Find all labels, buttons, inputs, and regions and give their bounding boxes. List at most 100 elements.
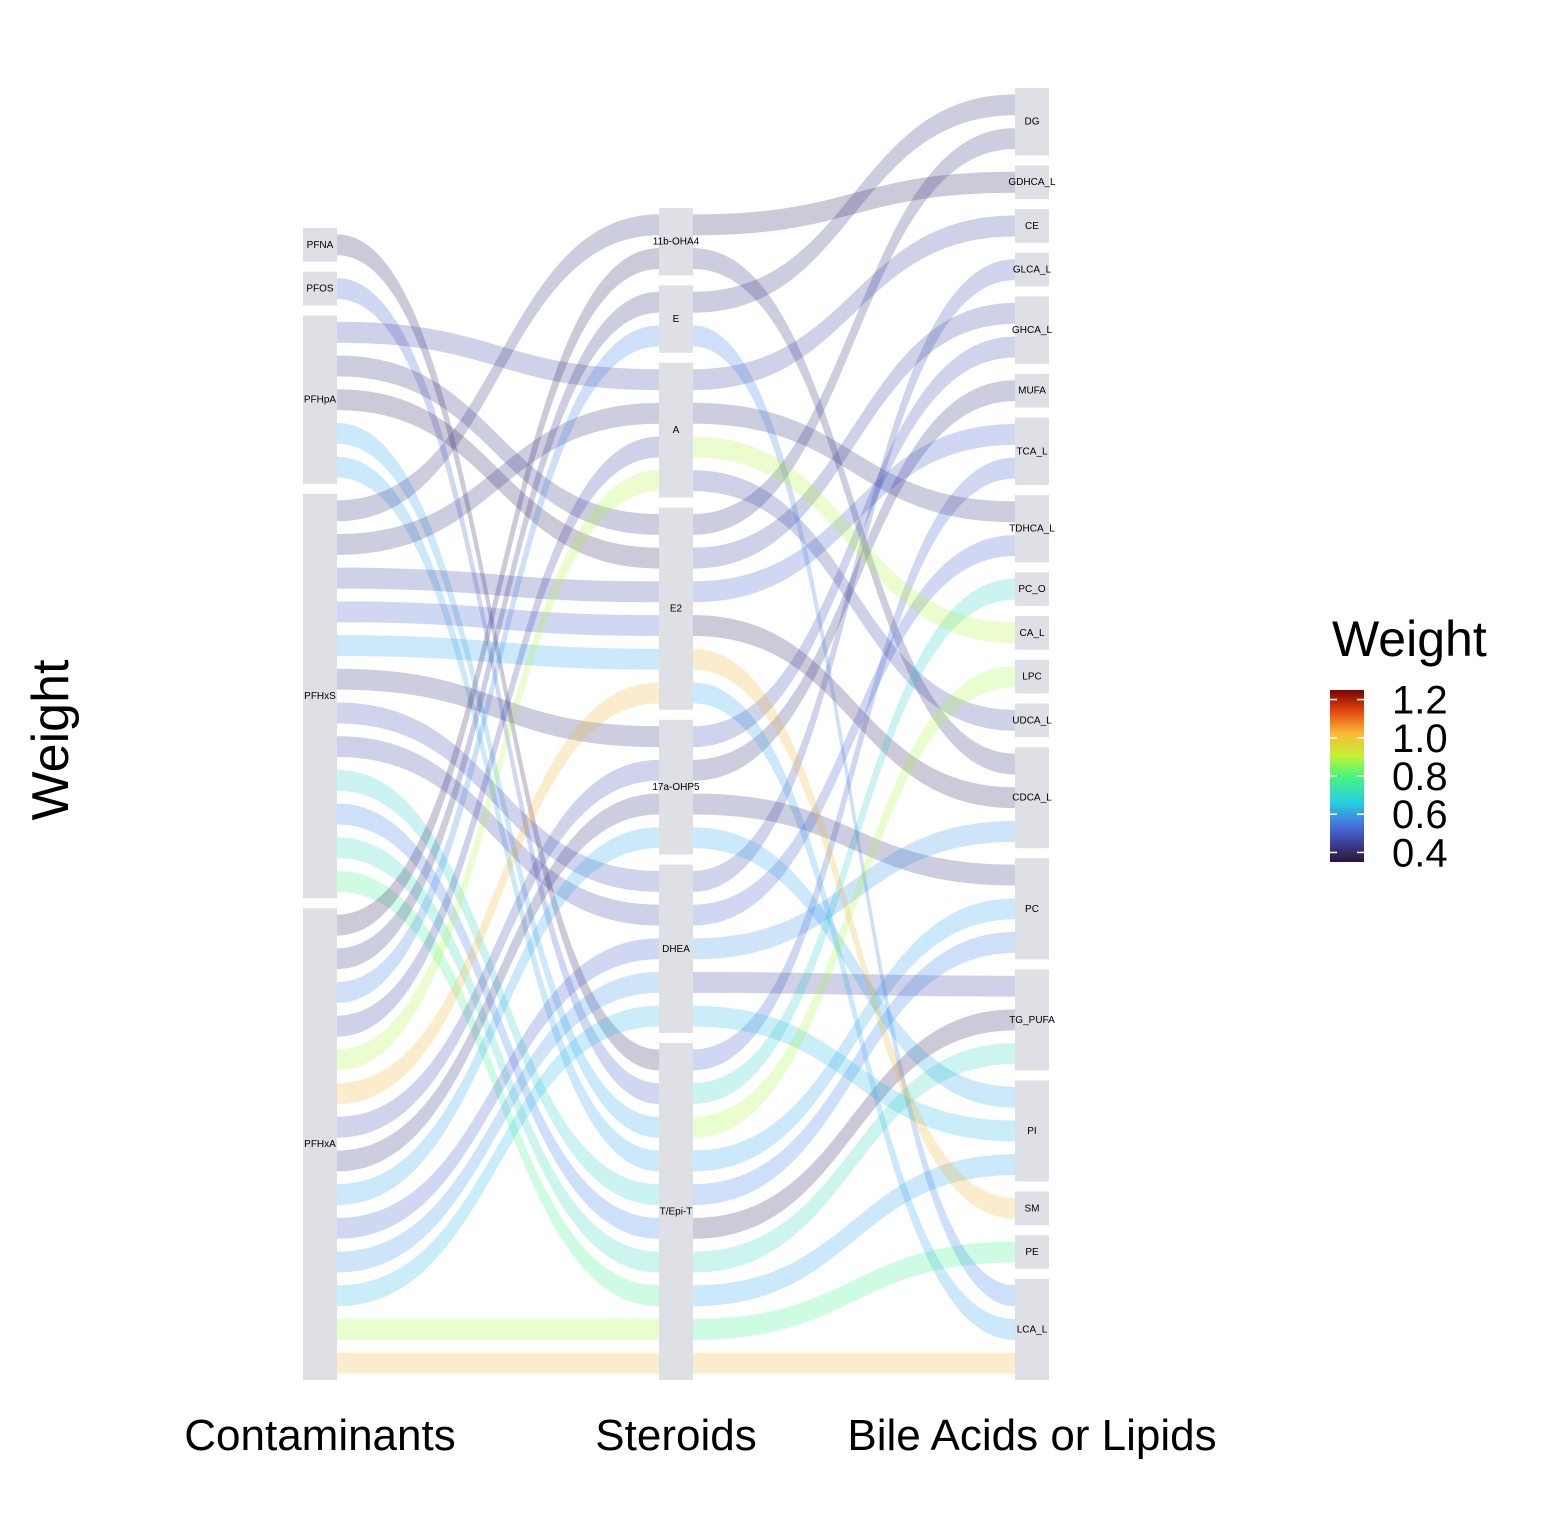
node-a (659, 362, 693, 498)
flow-PFHpA-E2-CDCA_L-b (693, 615, 1015, 809)
node-e (659, 285, 693, 353)
flow-PFHxS-T/Epi-T-TG_PUFA-b (693, 1043, 1015, 1273)
flow-PFHxA-T/Epi-T-LPC-a (337, 1319, 659, 1340)
flow-PFHxS-E2-TCA_L-b (693, 423, 1015, 603)
node-mufa (1015, 373, 1049, 408)
y-axis-label: Weight (22, 659, 80, 820)
flow-PFHxA-E-DG-b (693, 94, 1015, 313)
flow-PFHxS-T/Epi-T-PC-b (693, 932, 1015, 1206)
node-lpc (1015, 659, 1049, 694)
node-label-gdhca-l: GDHCA_L (1008, 177, 1056, 188)
color-legend: Weight 1.21.00.80.60.4 (1330, 611, 1487, 875)
node-label-dg: DG (1025, 117, 1040, 128)
flow-PFHxA-DHEA-PI-b (693, 1005, 1015, 1142)
flow-PFHxA-A-CA_L-a (337, 470, 659, 1071)
flow-PFNA-T/Epi-T-TG_PUFA-a (337, 234, 659, 1071)
legend-tick-label: 1.2 (1392, 679, 1448, 723)
flow-PFHxA-E-LCA_L-a (337, 325, 659, 1003)
flow-PFHpA-T/Epi-T-PI-b (693, 1154, 1015, 1307)
flow-PFHxA-DHEA-PI-a (337, 1005, 659, 1307)
node-e2 (659, 507, 693, 710)
node-pfhxs (303, 493, 337, 899)
node-tca-l (1015, 417, 1049, 485)
node-pfhxa (303, 908, 337, 1380)
flow-PFHpA-T/Epi-T-PC-b (693, 898, 1015, 1172)
nodes-layer: PFNA PFOS PFHpA PFHxS PFHxA 11b-OHA4 E A E2 17a-O… (303, 88, 1056, 1380)
node-label-t-epi-t: T/Epi-T (660, 1207, 693, 1218)
node-tdhca-l (1015, 494, 1049, 563)
node-pfos (303, 271, 337, 306)
flow-PFHxA-T/Epi-T-LCA_L-a (337, 1352, 659, 1374)
node-udca-l (1015, 703, 1049, 738)
node-label-ce: CE (1025, 221, 1039, 232)
flow-PFOS-T/Epi-T-TCA_L-a (337, 278, 659, 1105)
flow-PFNA-T/Epi-T-TG_PUFA-b (693, 1009, 1015, 1239)
node-label-pfhpa: PFHpA (304, 395, 337, 406)
axis-label-bile-acids-or-lipids: Bile Acids or Lipids (847, 1411, 1216, 1460)
node-label-lpc: LPC (1022, 672, 1041, 683)
flow-PFHxA-T/Epi-T-LPC-b (693, 666, 1015, 1138)
node-pfna (303, 228, 337, 262)
node-label-tdhca-l: TDHCA_L (1009, 524, 1055, 535)
node-label-mufa: MUFA (1018, 386, 1046, 397)
node-label-tg-pufa: TG_PUFA (1009, 1015, 1055, 1026)
node-pfhpa (303, 315, 337, 484)
node-ghca-l (1015, 296, 1049, 364)
node-label-pi: PI (1027, 1126, 1036, 1137)
flow-PFHxS-A-TDHCA_L-a (337, 402, 659, 555)
node-label-e: E (673, 314, 680, 325)
node-sm (1015, 1191, 1049, 1226)
flow-PFHxS-E2-LCA_L-b (693, 682, 1015, 1340)
node-label-pc: PC (1025, 904, 1039, 915)
node-label-pe: PE (1025, 1247, 1039, 1258)
flow-PFHxS-11b-OHA4-CDCA_L-b (693, 248, 1015, 775)
node-pi (1015, 1080, 1049, 1182)
flow-PFHxS-E2-TCA_L-a (337, 601, 659, 636)
node-gdhca-l (1015, 165, 1049, 200)
flow-PFHxS-E2-LCA_L-a (337, 635, 659, 670)
flow-PFHxS-T/Epi-T-PE-a (337, 870, 659, 1307)
flow-PFHxA-DHEA-TDHCA_L-b (693, 535, 1015, 926)
flow-PFHxA-E2-SM-a (337, 682, 659, 1105)
node-t-epi-t (659, 1043, 693, 1380)
legend-tick-label: 0.8 (1392, 755, 1448, 799)
flow-PFHxS-11b-OHA4-CDCA_L-a (337, 214, 659, 522)
node-label-pfhxs: PFHxS (304, 691, 336, 702)
node-label-tca-l: TCA_L (1016, 446, 1048, 457)
flow-PFHpA-T/Epi-T-PC-a (337, 422, 659, 1138)
node-label-pc-o: PC_O (1018, 584, 1045, 595)
flow-PFHxA-17a-OHP5-PI-a (337, 827, 659, 1206)
node-tg-pufa (1015, 969, 1049, 1071)
flow-PFHxS-A-TDHCA_L-b (693, 402, 1015, 523)
legend-tick-label: 0.6 (1392, 793, 1448, 837)
flow-PFHxA-17a-OHP5-GHCA_L-a (337, 759, 659, 1138)
node-pc-o (1015, 572, 1049, 607)
node-label-ghca-l: GHCA_L (1012, 325, 1052, 336)
node-17a-ohp5 (659, 719, 693, 855)
flow-PFHxA-E2-SM-b (693, 648, 1015, 1219)
node-label-a: A (673, 425, 680, 436)
node-ca-l (1015, 616, 1049, 650)
legend-tick-label: 1.0 (1392, 717, 1448, 761)
node-lca-l (1015, 1278, 1049, 1380)
flow-PFHxA-11b-OHA4-GDHCA_L-a (337, 248, 659, 936)
node-label-dhea: DHEA (662, 944, 690, 955)
node-label-pfos: PFOS (306, 284, 334, 295)
flow-PFOS-T/Epi-T-TCA_L-b (693, 457, 1015, 1071)
flows-layer (337, 94, 1015, 1374)
node-label-pfna: PFNA (307, 240, 334, 251)
legend-title: Weight (1332, 611, 1487, 667)
node-label-sm: SM (1025, 1203, 1040, 1214)
node-glca-l (1015, 252, 1049, 287)
flow-PFHxS-DHEA-GLCA_L-a (337, 702, 659, 892)
node-ce (1015, 209, 1049, 243)
flow-PFHxS-DHEA-GLCA_L-b (693, 259, 1015, 892)
node-label-11b-oha4: 11b-OHA4 (653, 237, 700, 248)
flow-PFHpA-T/Epi-T-PI-a (337, 456, 659, 1172)
flow-PFHxS-T/Epi-T-PE-b (693, 1241, 1015, 1340)
flow-PFHxS-DHEA-TG_PUFA-a (337, 736, 659, 926)
legend-tick-label: 0.4 (1392, 831, 1448, 875)
node-cdca-l (1015, 747, 1049, 849)
flow-PFHxA-17a-OHP5-PI-b (693, 827, 1015, 1108)
